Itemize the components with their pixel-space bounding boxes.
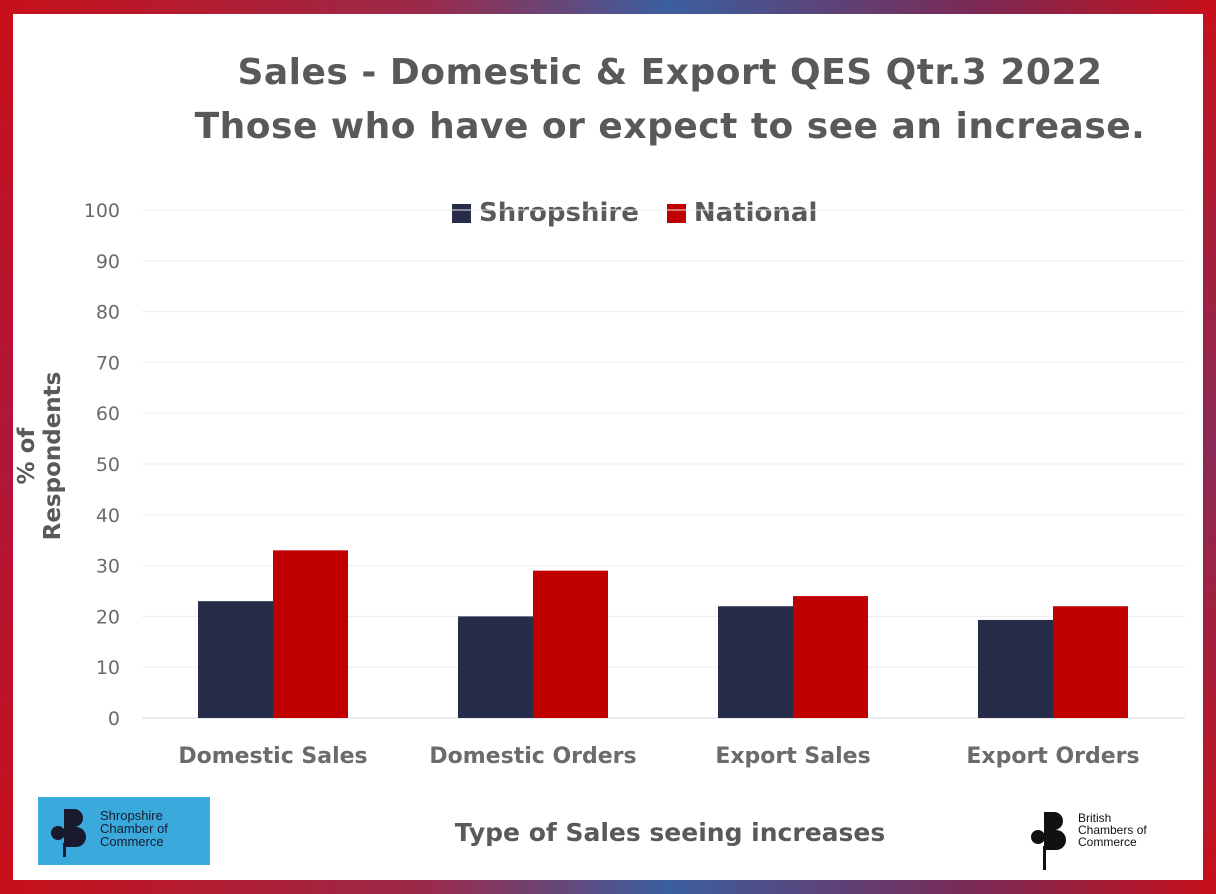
british-chambers-logo: British Chambers of Commerce bbox=[1030, 808, 1180, 874]
y-tick-label: 80 bbox=[96, 302, 120, 324]
legend-swatch-national bbox=[666, 203, 686, 223]
y-tick-label: 100 bbox=[84, 200, 120, 222]
y-tick-label: 60 bbox=[96, 403, 120, 425]
chart-title-line-2: Those who have or expect to see an incre… bbox=[194, 106, 1146, 147]
bar-national-domestic-orders bbox=[533, 570, 608, 718]
y-tick-label: 40 bbox=[96, 505, 120, 527]
x-tick-label: Domestic Orders bbox=[429, 744, 636, 769]
y-tick-label: 10 bbox=[96, 657, 120, 679]
british-chambers-logo-text: British Chambers of Commerce bbox=[1078, 811, 1147, 849]
bar-national-domestic-sales bbox=[273, 550, 348, 718]
y-tick-label: 0 bbox=[108, 708, 120, 730]
bar-shropshire-domestic-sales bbox=[198, 601, 273, 718]
legend-swatch-shropshire bbox=[452, 203, 471, 223]
bar-national-export-sales bbox=[793, 596, 868, 718]
y-tick-label: 20 bbox=[96, 606, 120, 628]
x-tick-label: Export Orders bbox=[966, 744, 1139, 769]
y-tick-label: 90 bbox=[96, 251, 120, 273]
legend-label-national: National bbox=[693, 198, 818, 228]
bar-shropshire-export-orders bbox=[978, 619, 1053, 718]
rose-icon bbox=[1031, 812, 1066, 870]
bar-national-export-orders bbox=[1053, 606, 1128, 718]
y-tick-label: 70 bbox=[96, 352, 120, 374]
shropshire-chamber-logo: Shropshire Chamber of Commerce bbox=[38, 797, 210, 865]
chart-legend: Shropshire National bbox=[452, 196, 845, 230]
legend-item-shropshire: Shropshire bbox=[452, 198, 639, 228]
chart-canvas bbox=[13, 14, 1203, 880]
frame-right-border bbox=[1203, 0, 1216, 894]
x-axis-label: Type of Sales seeing increases bbox=[454, 818, 886, 847]
y-tick-label: 50 bbox=[96, 454, 120, 476]
y-tick-label: 30 bbox=[96, 556, 120, 578]
legend-item-national: National bbox=[666, 198, 818, 228]
rose-icon bbox=[51, 809, 86, 857]
y-axis-label: % of Respondents bbox=[14, 371, 66, 541]
x-tick-label: Export Sales bbox=[715, 744, 870, 769]
frame-left-border bbox=[0, 0, 13, 894]
x-tick-label: Domestic Sales bbox=[178, 744, 367, 769]
shropshire-logo-text: Shropshire Chamber of Commerce bbox=[100, 808, 168, 849]
chart-title-line-1: Sales - Domestic & Export QES Qtr.3 2022 bbox=[237, 52, 1103, 93]
bar-shropshire-domestic-orders bbox=[458, 616, 533, 718]
bar-shropshire-export-sales bbox=[718, 606, 793, 718]
legend-label-shropshire: Shropshire bbox=[479, 198, 639, 228]
